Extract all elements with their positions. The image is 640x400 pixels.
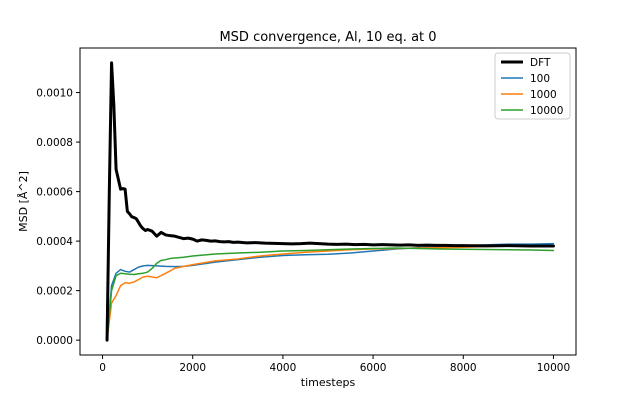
series-line-1000: [106, 245, 555, 341]
y-tick-label: 0.0002: [36, 286, 73, 298]
y-tick-label: 0.0010: [36, 88, 73, 100]
y-tick-label: 0.0006: [36, 187, 73, 199]
y-tick-label: 0.0004: [36, 236, 73, 248]
legend-frame: [494, 52, 571, 120]
chart-title: MSD convergence, Al, 10 eq. at 0: [219, 30, 436, 45]
x-tick-label: 8000: [450, 362, 477, 374]
plot-frame: [79, 47, 577, 356]
legend-label: DFT: [530, 57, 551, 69]
x-tick-label: 10000: [537, 362, 570, 374]
x-axis-label: timesteps: [301, 376, 356, 389]
series-line-dft: [105, 61, 555, 342]
legend: DFT 100 1000 10000: [494, 52, 571, 120]
legend-label: 1000: [530, 89, 557, 101]
legend-label: 100: [530, 73, 550, 85]
y-tick-label: 0.0000: [36, 335, 73, 347]
x-tick-label: 2000: [179, 362, 206, 374]
series-line-10000: [106, 247, 555, 341]
x-tick-label: 4000: [270, 362, 297, 374]
legend-label: 10000: [530, 105, 563, 117]
x-tick-label: 6000: [360, 362, 387, 374]
y-tick-label: 0.0008: [36, 137, 73, 149]
y-axis-label: MSD [Å^2]: [17, 171, 30, 232]
x-tick-label: 0: [99, 362, 106, 374]
